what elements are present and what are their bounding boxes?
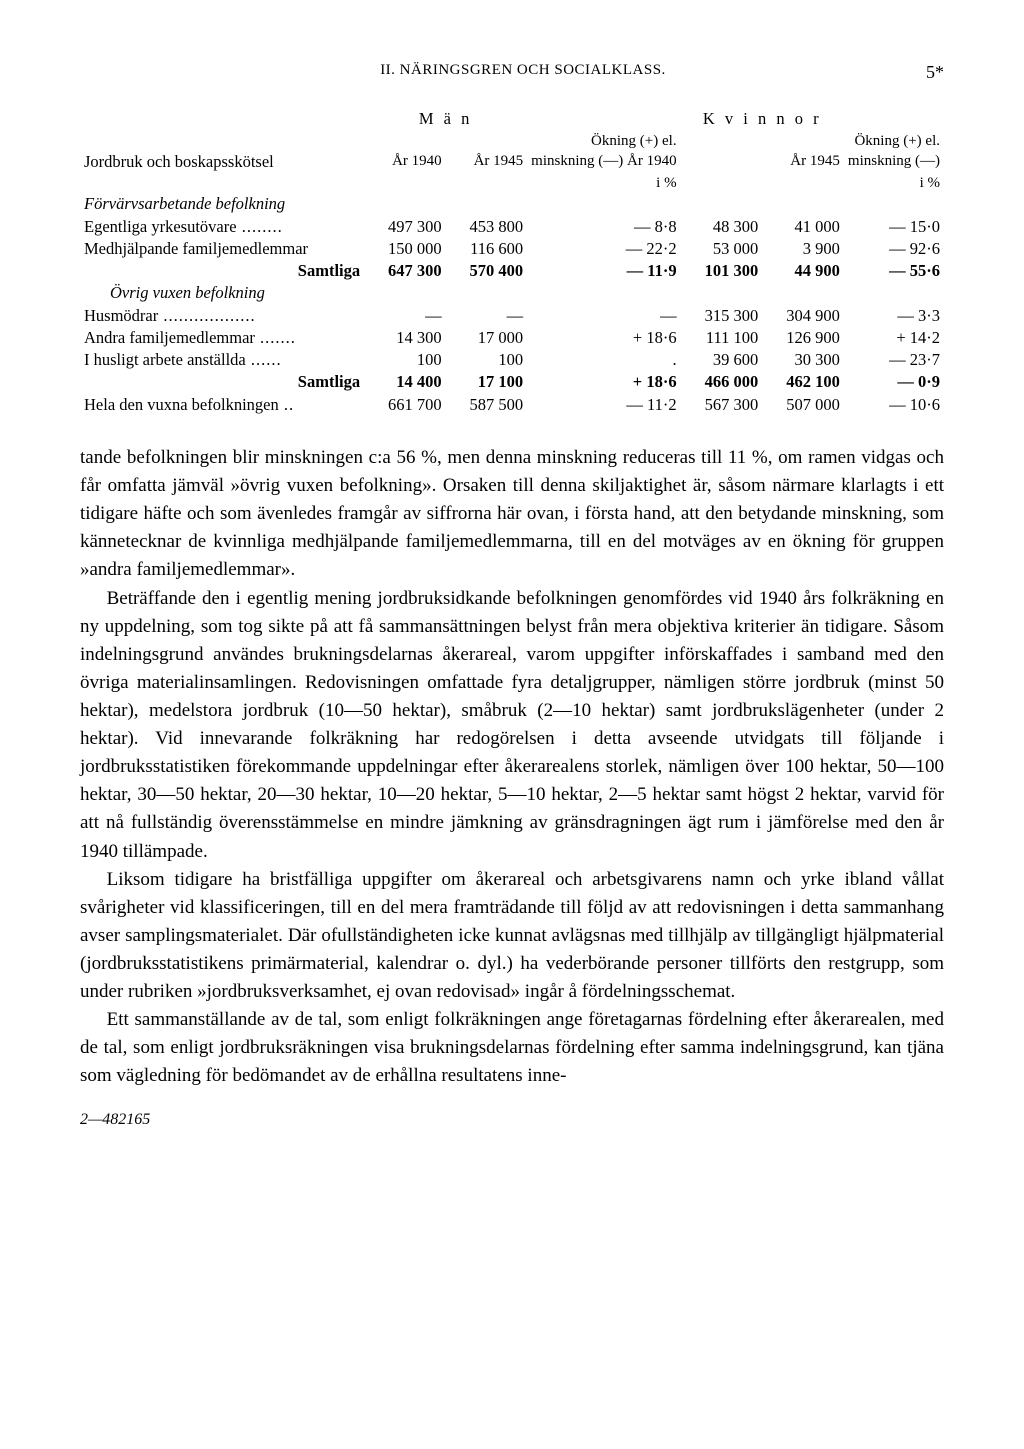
page-header: II. NÄRINGSGREN OCH SOCIALKLASS. 5* xyxy=(80,60,944,84)
body-paragraph: Liksom tidigare ha bristfälliga uppgifte… xyxy=(80,866,944,1007)
table-row: Andra familjemedlemmar 14 300 17 000 + 1… xyxy=(80,327,944,349)
chapter-title: II. NÄRINGSGREN OCH SOCIALKLASS. xyxy=(120,60,926,84)
body-paragraph: tande befolkningen blir minskningen c:a … xyxy=(80,444,944,585)
section-title: Övrig vuxen befolkning xyxy=(80,282,944,304)
footnote: 2—482165 xyxy=(80,1109,944,1131)
section-title: Förvärvsarbetande befolkning xyxy=(80,193,944,215)
table-row: I husligt arbete anställda 100 100 . 39 … xyxy=(80,349,944,371)
subtotal-row: Samtliga 14 400 17 100 + 18·6 466 000 46… xyxy=(80,371,944,393)
table-row: Medhjälpande familjemedlemmar 150 000 11… xyxy=(80,238,944,260)
row-category: Jordbruk och boskapsskötsel xyxy=(80,151,364,173)
table-row: Egentliga yrkesutövare 497 300 453 800 —… xyxy=(80,216,944,238)
population-table: M ä n K v i n n o r Ökning (+) el. Öknin… xyxy=(80,108,944,416)
body-paragraph: Beträffande den i egentlig mening jordbr… xyxy=(80,585,944,866)
page-number: 5* xyxy=(926,60,944,84)
total-row: Hela den vuxna befolkningen 661 700 587 … xyxy=(80,394,944,416)
body-paragraph: Ett sammanställande av de tal, som enlig… xyxy=(80,1006,944,1090)
subtotal-row: Samtliga 647 300 570 400 — 11·9 101 300 … xyxy=(80,260,944,282)
men-header: M ä n xyxy=(364,108,527,130)
women-header: K v i n n o r xyxy=(681,108,844,130)
table-row: Husmödrar — — — 315 300 304 900 — 3·3 xyxy=(80,305,944,327)
